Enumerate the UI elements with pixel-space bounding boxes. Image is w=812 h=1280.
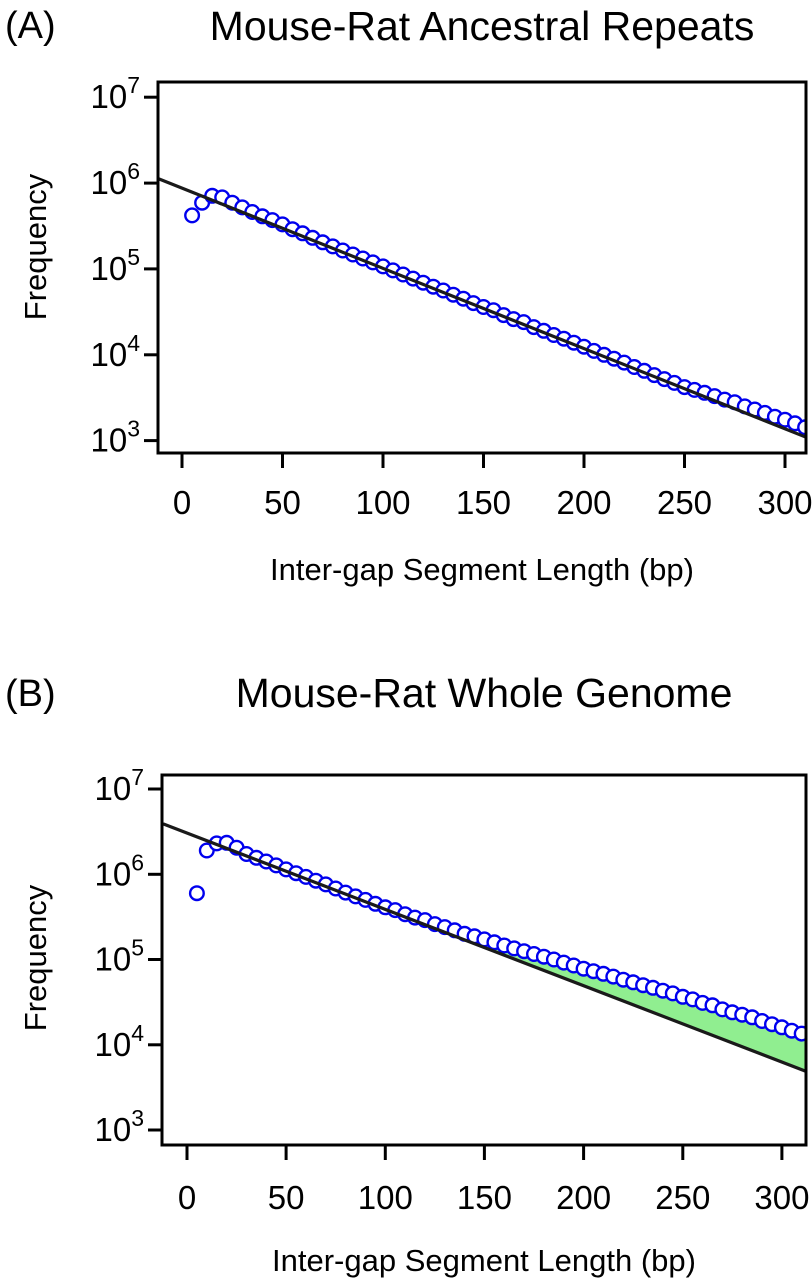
x-tick-label: 250 [657,484,712,521]
x-tick-label: 150 [456,484,511,521]
y-tick-label: 105 [94,935,144,978]
plot-frame [160,773,808,1147]
x-tick-label: 100 [355,484,410,521]
x-tick-label: 100 [358,1179,413,1216]
data-point [793,1025,806,1042]
y-tick-label: 106 [90,158,140,201]
panel-a: 103 104 105 106 107 0 50 100 150 200 250 300 (A) Mous… [5,3,812,587]
data-point [188,885,205,902]
panel-label: (B) [5,673,56,715]
chart-title: Mouse-Rat Whole Genome [236,670,733,716]
x-tick-label: 50 [264,484,301,521]
x-axis-label: Inter-gap Segment Length (bp) [272,1243,696,1278]
x-tick-label: 0 [173,484,191,521]
data-point [184,207,201,224]
x-tick-label: 50 [268,1179,305,1216]
x-tick-label: 250 [655,1179,710,1216]
x-tick-label: 150 [457,1179,512,1216]
panel-label: (A) [5,5,56,47]
y-tick-label: 105 [90,244,140,287]
x-tick-label: 300 [754,1179,809,1216]
y-axis-label: Frequency [18,884,53,1031]
x-tick-label: 0 [178,1179,196,1216]
x-tick-label: 200 [556,484,611,521]
y-tick-label: 107 [90,72,140,115]
chart-title: Mouse-Rat Ancestral Repeats [210,3,755,49]
panel-b: 103 104 105 106 107 0 50 100 150 200 250 300 (B) Mous… [5,670,809,1278]
fit-line [162,822,806,1073]
y-tick-label: 104 [90,330,140,373]
x-axis-label: Inter-gap Segment Length (bp) [270,552,694,587]
x-tick-label: 200 [556,1179,611,1216]
y-tick-label: 103 [90,416,140,459]
y-tick-label: 104 [94,1020,144,1063]
y-axis-label: Frequency [18,173,53,320]
x-tick-label: 300 [757,484,812,521]
y-tick-label: 107 [94,764,144,807]
y-tick-label: 106 [94,849,144,892]
fit-line [158,177,806,439]
y-tick-label: 103 [94,1105,144,1148]
